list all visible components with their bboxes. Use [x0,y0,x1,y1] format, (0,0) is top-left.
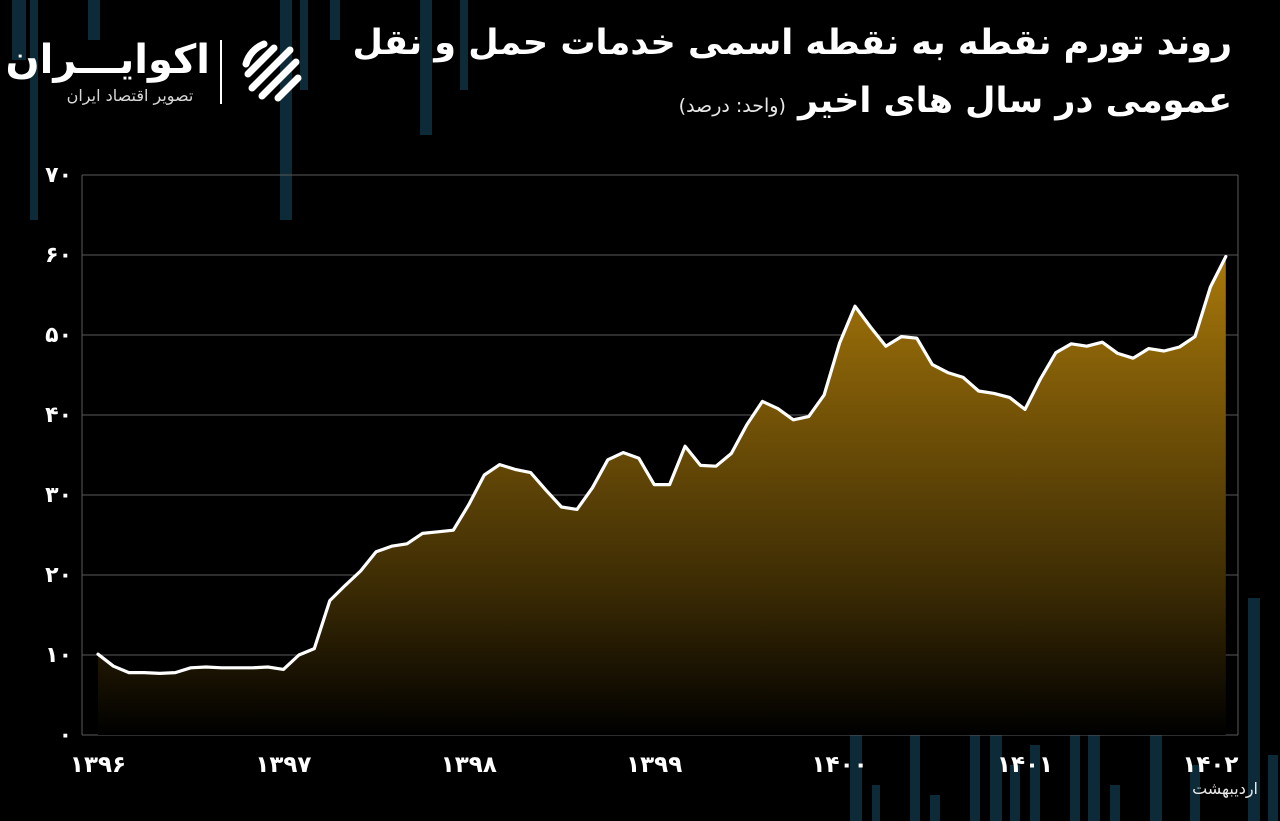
background-bar [1110,785,1120,821]
y-tick-label: ۶۰ [45,243,72,268]
y-tick-label: ۴۰ [45,403,72,428]
background-bar [30,0,38,220]
y-tick-label: ۲۰ [45,563,72,588]
y-tick-label: ۳۰ [45,483,72,508]
background-bar [420,0,432,135]
background-bar [300,0,308,90]
chart-title-line2: عمومی در سال های اخیر (واحد: درصد) [352,72,1232,135]
chart-title-main: عمومی در سال های اخیر [798,81,1232,121]
chart-title: روند تورم نقطه به نقطه اسمی خدمات حمل و … [352,14,1232,135]
x-tick-label: ۱۳۹۸ [441,752,497,778]
y-tick-label: ۵۰ [45,323,72,348]
logo-divider [220,40,222,104]
background-bar [872,785,880,821]
x-tick-label: ۱۳۹۹ [626,752,682,778]
background-bar [1190,765,1200,821]
background-bar [1248,598,1260,821]
logo-tagline: تصویر اقتصاد ایران [66,86,194,105]
x-tick-label: ۱۳۹۶ [70,752,126,778]
background-bar [1030,745,1040,821]
y-tick-label: ۷۰ [45,163,72,188]
background-bar [330,0,340,40]
series-line [96,255,1228,675]
x-tick-label: ۱۴۰۲ [1182,752,1238,778]
background-bar [910,725,920,821]
y-tick-label: ۱۰ [45,643,72,668]
y-tick-label: ۰ [59,723,72,748]
background-bar [88,0,100,40]
background-bar [1010,765,1020,821]
logo: اکوایـــران تصویر اقتصاد ایران [5,34,310,108]
background-bar [460,0,468,90]
background-bar [1150,725,1162,821]
background-bar [1268,755,1278,821]
background-bar [12,0,26,60]
last-month-label: اردیبهشت [1192,779,1258,798]
background-bar [930,795,940,821]
logo-name: اکوایـــران [5,37,210,83]
x-tick-label: ۱۳۹۷ [255,752,311,778]
x-tick-label: ۱۴۰۱ [997,752,1053,778]
series-area [98,256,1226,735]
background-bar [970,725,980,821]
background-bar [1070,735,1080,821]
ecoiran-logo-icon [242,40,302,102]
chart-title-line1: روند تورم نقطه به نقطه اسمی خدمات حمل و … [352,23,1232,63]
x-tick-label: ۱۴۰۰ [812,752,868,778]
unit-label: (واحد: درصد) [678,95,786,117]
